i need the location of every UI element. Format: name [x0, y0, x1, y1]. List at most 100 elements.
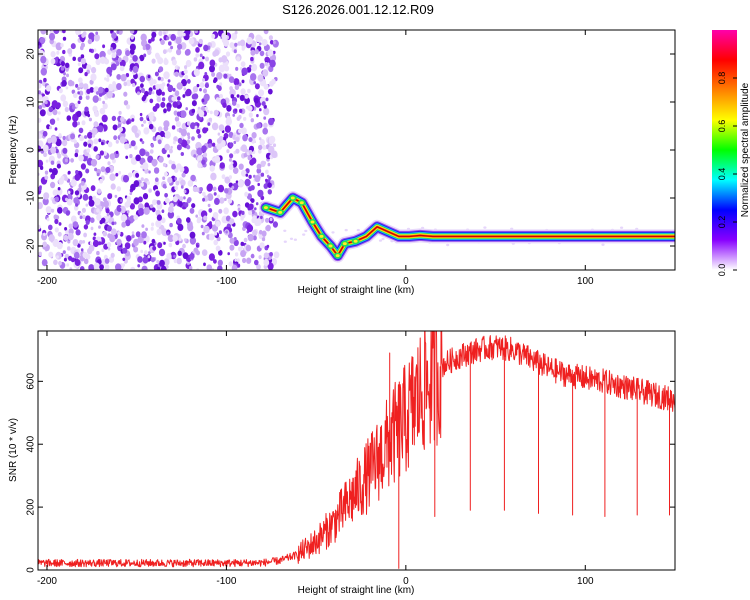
spectrogram-noise-speck: [235, 180, 239, 184]
spectrogram-noise-speck: [272, 50, 276, 55]
spectrogram-noise-speck: [94, 53, 100, 60]
spectrogram-noise-speck: [95, 154, 100, 160]
spectrogram-noise-speck: [267, 49, 274, 57]
spectrogram-noise-speck: [137, 256, 143, 263]
spectrogram-noise-speck: [115, 139, 119, 144]
spectrogram-noise-speck: [168, 148, 173, 154]
spectrogram-noise-speck: [235, 136, 240, 143]
spectrogram-noise-speck: [227, 198, 233, 204]
spectrogram-x-axis-label: Height of straight line (km): [298, 285, 415, 296]
spectrogram-noise-speck: [196, 147, 203, 156]
spectrogram-noise-speck: [205, 56, 209, 62]
spectrogram-noise-speck: [267, 162, 271, 167]
spectrogram-noise-speck: [194, 30, 198, 34]
spectrogram-noise-speck: [164, 171, 168, 177]
spectrogram-noise-speck: [87, 38, 93, 45]
spectrogram-noise-speck: [271, 78, 276, 85]
spectrogram-noise-speck: [56, 163, 62, 169]
colorbar-tick-label: 0.8: [717, 72, 727, 85]
spectrogram-noise-speck: [62, 30, 66, 34]
spectrogram-noise-speck: [97, 125, 104, 133]
spectrogram-noise-speck: [225, 230, 228, 234]
spectrogram-noise-speck: [38, 186, 42, 192]
spectrogram-noise-speck: [74, 152, 79, 158]
spectrogram-noise-speck: [69, 267, 73, 270]
spectrogram-noise-speck: [105, 208, 110, 214]
spectrogram-noise-speck: [217, 132, 221, 136]
spectrogram-noise-speck: [88, 195, 93, 201]
spectrogram-noise-speck: [216, 142, 223, 150]
spectrogram-noise-speck: [215, 245, 221, 252]
spectrogram-noise-speck: [106, 213, 110, 217]
spectrogram-noise-speck: [239, 122, 244, 129]
spectrogram-noise-speck: [162, 49, 167, 55]
spectrogram-noise-speck: [208, 117, 213, 122]
spectrogram-noise-speck: [186, 217, 191, 223]
spectrogram-noise-speck: [147, 255, 151, 259]
spectrogram-noise-speck: [118, 126, 124, 133]
spectrogram-noise-speck: [67, 170, 71, 175]
spectrogram-noise-speck: [189, 252, 195, 260]
spectrogram-noise-speck: [116, 83, 122, 90]
spectrogram-noise-speck: [68, 223, 73, 229]
spectrogram-noise-speck: [182, 252, 189, 260]
spectrogram-noise-speck: [149, 149, 154, 154]
spectrogram-noise-speck: [185, 107, 188, 111]
signal-blob-core: [290, 196, 295, 200]
spectrogram-noise-speck: [213, 79, 217, 84]
spectrogram-noise-speck: [283, 240, 287, 243]
spectrogram-noise-speck: [208, 253, 215, 261]
spectrogram-noise-speck: [236, 56, 241, 62]
spectrogram-noise-speck: [230, 94, 235, 99]
spectrogram-noise-field: [38, 30, 675, 270]
spectrogram-noise-speck: [83, 224, 89, 230]
spectrogram-noise-speck: [111, 115, 117, 122]
spectrogram-noise-speck: [173, 254, 176, 258]
spectrogram-noise-speck: [83, 141, 88, 147]
spectrogram-noise-speck: [240, 250, 247, 258]
spectrogram-noise-speck: [156, 228, 162, 236]
spectrogram-noise-speck: [250, 185, 255, 191]
spectrogram-noise-speck: [200, 224, 204, 229]
spectrogram-noise-speck: [43, 152, 47, 157]
spectrogram-noise-speck: [94, 111, 100, 117]
spectrogram-noise-speck: [116, 74, 122, 80]
spectrogram-noise-speck: [446, 243, 450, 247]
colorbar-scale: [712, 30, 737, 270]
spectrogram-noise-speck: [99, 56, 106, 64]
spectrogram-noise-speck: [170, 45, 174, 50]
spectrogram-noise-speck: [169, 222, 173, 228]
spectrogram-noise-speck: [256, 168, 262, 174]
spectrogram-y-tick-label: -10: [26, 190, 37, 205]
spectrogram-noise-speck: [95, 58, 101, 66]
spectrogram-noise-speck: [67, 246, 71, 251]
spectrogram-noise-speck: [302, 233, 306, 236]
spectrogram-noise-speck: [293, 238, 297, 241]
spectrogram-noise-speck: [228, 76, 235, 83]
spectrogram-noise-speck: [64, 158, 68, 163]
spectrogram-noise-speck: [189, 265, 193, 270]
spectrogram-noise-speck: [72, 239, 79, 247]
spectrogram-noise-speck: [67, 232, 74, 241]
spectrogram-noise-speck: [75, 203, 79, 207]
spectrogram-noise-speck: [218, 230, 222, 235]
spectrogram-noise-speck: [123, 91, 128, 97]
spectrogram-noise-speck: [218, 124, 225, 132]
spectrogram-noise-speck: [106, 242, 112, 248]
spectrogram-noise-speck: [80, 181, 85, 186]
spectrogram-noise-speck: [166, 253, 172, 260]
colorbar-tick-label: 0.2: [717, 216, 727, 229]
spectrogram-noise-speck: [217, 265, 223, 270]
spectrogram-noise-speck: [170, 33, 176, 41]
spectrogram-noise-speck: [85, 203, 89, 207]
spectrogram-noise-speck: [258, 89, 265, 97]
spectrogram-y-tick-label: 20: [26, 48, 37, 60]
spectrogram-noise-speck: [245, 173, 249, 177]
spectrogram-noise-speck: [263, 183, 269, 189]
spectrogram-noise-speck: [163, 241, 166, 245]
spectrogram-noise-speck: [158, 156, 164, 163]
spectrogram-noise-speck: [58, 222, 62, 226]
spectrogram-noise-speck: [92, 95, 99, 103]
spectrogram-noise-speck: [162, 162, 167, 167]
spectrogram-noise-speck: [88, 265, 92, 270]
